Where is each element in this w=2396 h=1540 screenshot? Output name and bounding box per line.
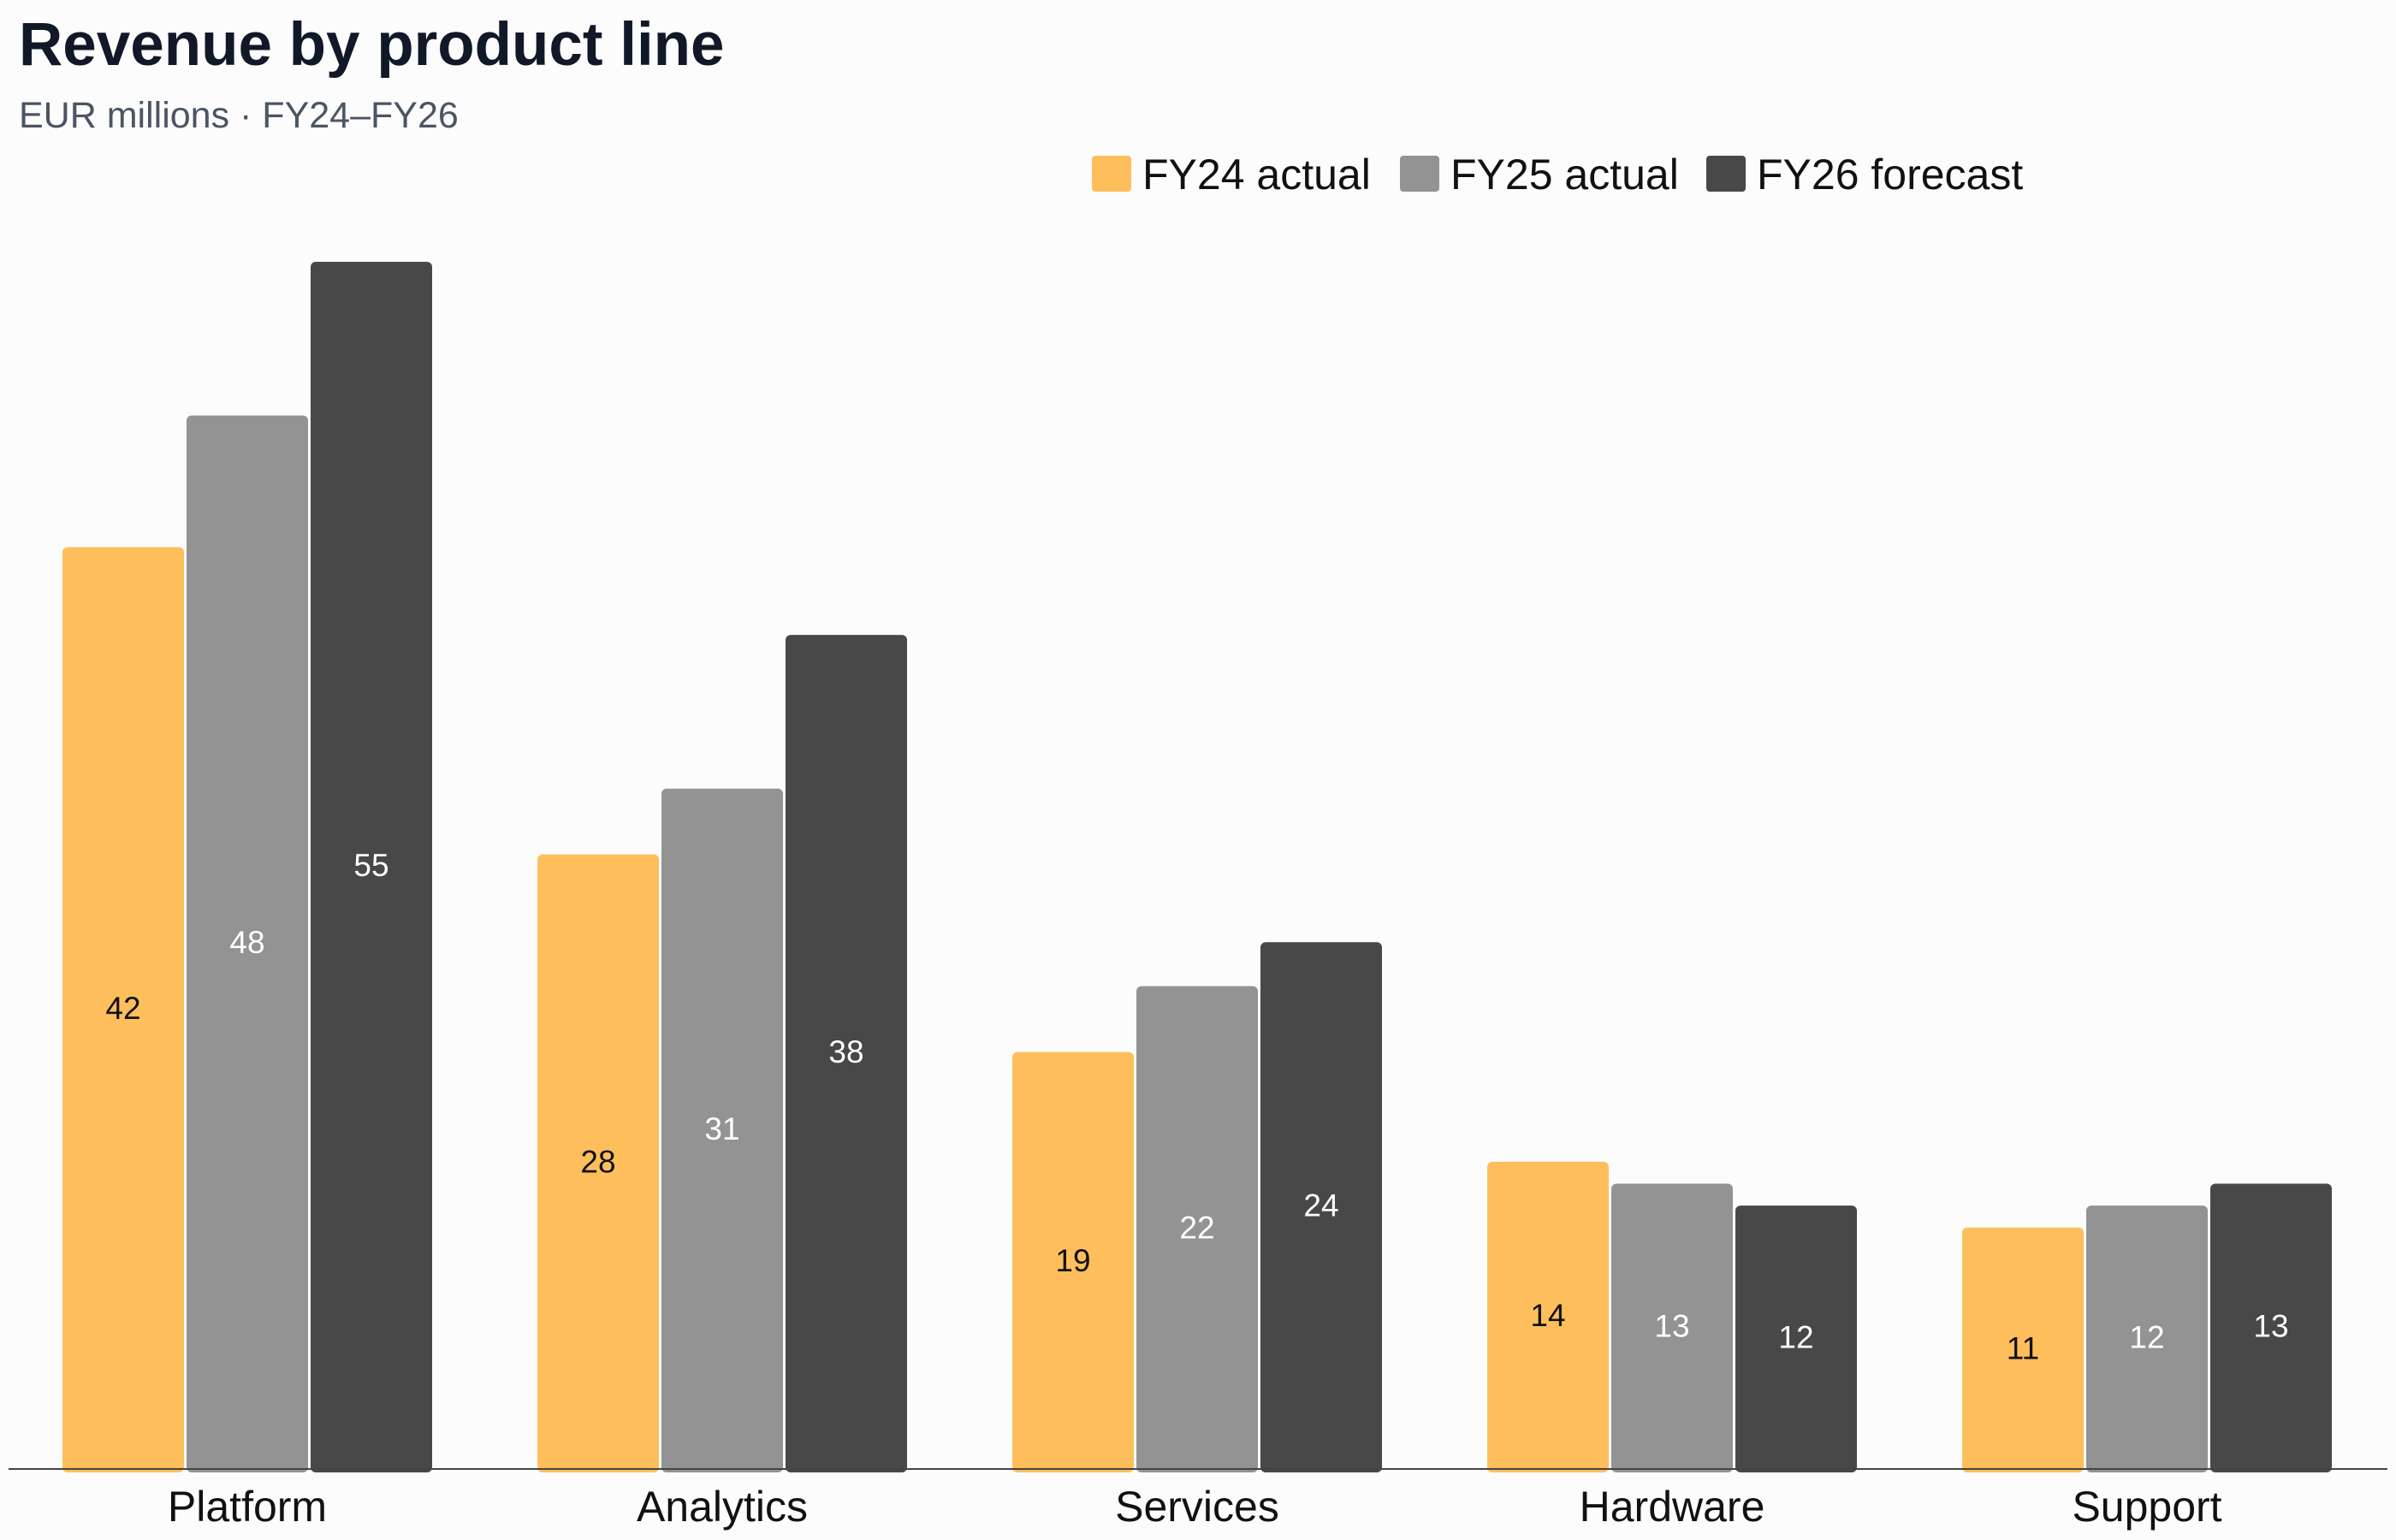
bar-support-fy26-forecast xyxy=(2210,1183,2332,1472)
bar-hardware-fy26-forecast xyxy=(1735,1205,1857,1472)
legend-label-fy26-forecast: FY26 forecast xyxy=(1757,151,2023,198)
data-label-support-fy24-actual: 11 xyxy=(2007,1330,2039,1365)
data-label-services-fy24-actual: 19 xyxy=(1055,1243,1090,1278)
data-label-services-fy25-actual: 22 xyxy=(1179,1210,1214,1245)
bar-platform-fy26-forecast xyxy=(311,262,432,1472)
bar-hardware-fy25-actual xyxy=(1611,1183,1733,1472)
legend-item-fy25-actual: FY25 actual xyxy=(1400,151,1679,198)
bar-analytics-fy26-forecast xyxy=(786,635,907,1472)
x-tick-label-platform: Platform xyxy=(168,1483,327,1531)
data-label-analytics-fy26-forecast: 38 xyxy=(828,1034,863,1069)
legend-swatch-fy25-actual xyxy=(1400,156,1439,192)
chart-legend: FY24 actual FY25 actual FY26 forecast xyxy=(1092,151,2023,198)
data-label-hardware-fy26-forecast: 12 xyxy=(1778,1320,1813,1355)
x-tick-label-hardware: Hardware xyxy=(1580,1483,1765,1531)
x-tick-label-analytics: Analytics xyxy=(637,1483,808,1531)
bar-group-hardware: 14 13 12 xyxy=(1487,1161,1857,1472)
data-label-platform-fy24-actual: 42 xyxy=(105,991,140,1026)
data-label-hardware-fy25-actual: 13 xyxy=(1654,1309,1689,1344)
bar-platform-fy24-actual xyxy=(62,547,184,1473)
bar-group-support: 11 12 13 xyxy=(1962,1183,2332,1472)
legend-item-fy24-actual: FY24 actual xyxy=(1092,151,1371,198)
data-label-analytics-fy25-actual: 31 xyxy=(704,1111,739,1146)
data-label-platform-fy25-actual: 48 xyxy=(229,925,264,960)
x-axis-tick-labels: Platform Analytics Services Hardware Support xyxy=(168,1483,2222,1531)
chart-title: Revenue by product line xyxy=(19,11,725,79)
bar-group-analytics: 28 31 38 xyxy=(537,635,907,1472)
x-tick-label-services: Services xyxy=(1115,1483,1279,1531)
bar-platform-fy25-actual xyxy=(187,415,308,1473)
data-label-analytics-fy24-actual: 28 xyxy=(580,1144,615,1179)
bar-services-fy24-actual xyxy=(1012,1051,1134,1472)
data-label-hardware-fy24-actual: 14 xyxy=(1530,1298,1565,1333)
chart-subtitle: EUR millions · FY24–FY26 xyxy=(19,95,459,136)
legend-swatch-fy24-actual xyxy=(1092,156,1131,192)
legend-item-fy26-forecast: FY26 forecast xyxy=(1706,151,2023,198)
x-tick-label-support: Support xyxy=(2072,1483,2221,1531)
bar-services-fy25-actual xyxy=(1136,986,1258,1472)
bar-group-services: 19 22 24 xyxy=(1012,942,1382,1472)
bar-analytics-fy25-actual xyxy=(661,788,783,1472)
legend-label-fy25-actual: FY25 actual xyxy=(1450,151,1679,198)
legend-label-fy24-actual: FY24 actual xyxy=(1142,151,1371,198)
bar-group-platform: 42 48 55 xyxy=(62,262,432,1473)
bar-hardware-fy24-actual xyxy=(1487,1161,1609,1472)
data-label-services-fy26-forecast: 24 xyxy=(1303,1188,1338,1223)
data-label-support-fy26-forecast: 13 xyxy=(2253,1309,2288,1344)
plot-area: 42 48 55 28 31 38 19 22 24 14 13 12 11 12 13 xyxy=(62,262,2332,1473)
bar-analytics-fy24-actual xyxy=(537,854,659,1472)
data-label-platform-fy26-forecast: 55 xyxy=(353,848,388,883)
bar-support-fy25-actual xyxy=(2086,1205,2208,1472)
bar-services-fy26-forecast xyxy=(1260,942,1382,1472)
legend-swatch-fy26-forecast xyxy=(1706,156,1746,192)
data-label-support-fy25-actual: 12 xyxy=(2129,1320,2164,1355)
bar-support-fy24-actual xyxy=(1962,1227,2084,1472)
